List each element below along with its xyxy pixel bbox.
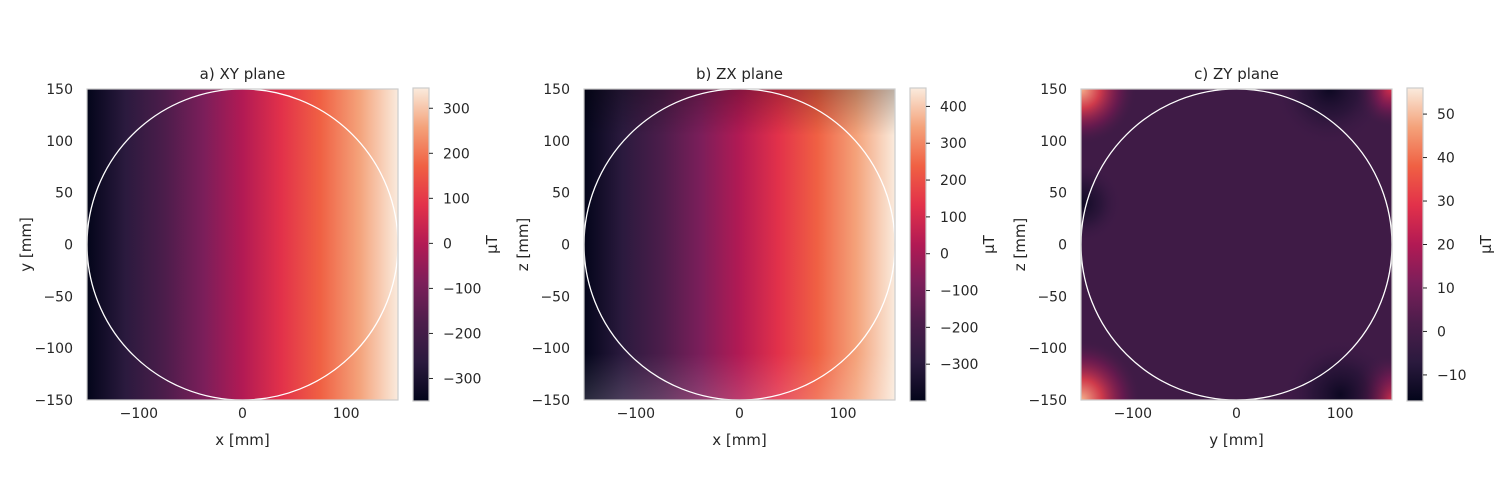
colorbar-tick-label: 100 xyxy=(443,191,470,207)
colorbar-gradient xyxy=(1407,88,1423,401)
x-tick-label: 0 xyxy=(735,406,744,422)
heatmap-feature-2 xyxy=(1081,340,1141,400)
x-tick-label: −100 xyxy=(617,406,655,422)
y-tick-label: 50 xyxy=(55,186,73,202)
colorbar-tick-label: 300 xyxy=(443,101,470,117)
heatmap xyxy=(1081,89,1392,400)
y-tick-label: −50 xyxy=(1037,289,1067,305)
colorbar-tick-label: 200 xyxy=(940,173,967,189)
y-tick-label: 150 xyxy=(543,82,570,98)
colorbar-tick-label: 400 xyxy=(940,99,967,115)
x-axis-label: y [mm] xyxy=(1209,431,1264,449)
y-tick-label: 50 xyxy=(1049,186,1067,202)
colorbar-tick-label: 10 xyxy=(1437,281,1455,297)
colorbar: −300 −200 −100 0 100 200 300 μT xyxy=(412,87,501,402)
colorbar-tick-label: 100 xyxy=(940,210,967,226)
colorbar-tick-label: −300 xyxy=(940,357,978,373)
y-tick-label: 150 xyxy=(1040,82,1067,98)
colorbar-tick-label: −10 xyxy=(1437,368,1467,384)
heatmap xyxy=(584,89,895,400)
chart-title: b) ZX plane xyxy=(696,65,783,83)
y-tick-label: 150 xyxy=(46,82,73,98)
y-tick-label: −150 xyxy=(1029,393,1067,409)
colorbar-frame xyxy=(909,87,927,402)
colorbar-tick-label: −200 xyxy=(940,320,978,336)
axes-frame xyxy=(86,88,399,401)
panel-1: a) XY plane −100 0 100 −150 −100 −50 0 50 100 150 x… xyxy=(17,65,501,449)
colorbar-gradient xyxy=(413,88,429,401)
y-tick-label: −150 xyxy=(35,393,73,409)
x-tick-label: 100 xyxy=(1327,406,1354,422)
colorbar-tick-label: 20 xyxy=(1437,238,1455,254)
x-tick-label: 100 xyxy=(830,406,857,422)
colorbar-tick-label: −200 xyxy=(443,326,481,342)
colorbar-frame xyxy=(412,87,430,402)
y-tick-label: −150 xyxy=(532,393,570,409)
heatmap-field xyxy=(87,89,398,400)
y-tick-label: −100 xyxy=(35,341,73,357)
y-tick-label: 0 xyxy=(64,238,73,254)
colorbar-tick-label: 0 xyxy=(1437,324,1446,340)
chart-title: a) XY plane xyxy=(200,65,286,83)
colorbar-tick-label: 300 xyxy=(940,136,967,152)
colorbar-tick-label: 50 xyxy=(1437,107,1455,123)
x-axis-label: x [mm] xyxy=(712,431,767,449)
heatmap-feature-7 xyxy=(1081,163,1121,244)
colorbar-label: μT xyxy=(1477,234,1495,254)
colorbar-tick-label: 0 xyxy=(940,247,949,263)
y-tick-label: −100 xyxy=(1029,341,1067,357)
x-tick-label: 0 xyxy=(1232,406,1241,422)
colorbar-tick-label: −100 xyxy=(940,284,978,300)
heatmap-edge-shading xyxy=(584,89,895,400)
colorbar: −10 0 10 20 30 40 50 μT xyxy=(1406,87,1495,402)
y-tick-label: −50 xyxy=(43,289,73,305)
y-tick-label: 100 xyxy=(1040,134,1067,150)
colorbar-gradient xyxy=(910,88,926,401)
y-tick-label: 100 xyxy=(46,134,73,150)
axes-frame xyxy=(1080,88,1393,401)
x-tick-label: −100 xyxy=(120,406,158,422)
y-axis-label: y [mm] xyxy=(17,217,35,272)
heatmap-feature-6 xyxy=(1285,339,1392,400)
colorbar-label: μT xyxy=(980,234,998,254)
colorbar-label: μT xyxy=(483,234,501,254)
y-tick-label: 100 xyxy=(543,134,570,150)
heatmap-feature-5 xyxy=(1274,89,1385,144)
x-tick-label: −100 xyxy=(1114,406,1152,422)
y-tick-label: −50 xyxy=(540,289,570,305)
colorbar-tick-label: 0 xyxy=(443,236,452,252)
colorbar-tick-label: −100 xyxy=(443,281,481,297)
panel-2: b) ZX plane −100 0 100 −150 −100 −50 0 50 100 150 x… xyxy=(514,65,998,449)
heatmap-feature-1 xyxy=(1081,89,1136,144)
chart-title: c) ZY plane xyxy=(1194,65,1279,83)
colorbar: −300 −200 −100 0 100 200 300 400 μT xyxy=(909,87,998,402)
axes-frame xyxy=(583,88,896,401)
heatmap xyxy=(87,89,398,400)
x-axis-label: x [mm] xyxy=(215,431,270,449)
colorbar-tick-label: 30 xyxy=(1437,194,1455,210)
colorbar-tick-label: 200 xyxy=(443,146,470,162)
x-tick-label: 100 xyxy=(333,406,360,422)
y-tick-label: 50 xyxy=(552,186,570,202)
colorbar-tick-label: 40 xyxy=(1437,151,1455,167)
panel-3: c) ZY plane−100 0 100−150−100−50050100150y… xyxy=(1011,65,1495,449)
y-tick-label: 0 xyxy=(1058,238,1067,254)
colorbar-tick-label: −300 xyxy=(443,371,481,387)
x-tick-label: 0 xyxy=(238,406,247,422)
y-tick-label: −100 xyxy=(532,341,570,357)
y-axis-label: z [mm] xyxy=(1011,218,1029,272)
y-tick-label: 0 xyxy=(561,238,570,254)
y-axis-label: z [mm] xyxy=(514,218,532,272)
